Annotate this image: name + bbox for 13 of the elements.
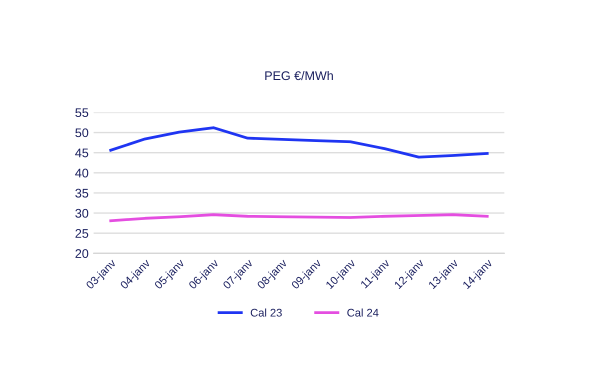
chart-title: PEG €/MWh xyxy=(265,70,333,80)
y-tick-label: 25 xyxy=(75,229,88,238)
y-tick-label: 40 xyxy=(75,168,88,178)
y-tick-label: 30 xyxy=(75,208,88,218)
y-tick-label: 50 xyxy=(75,128,88,138)
y-tick-label: 35 xyxy=(75,188,88,198)
line-series xyxy=(109,126,489,158)
line-series xyxy=(109,213,489,222)
y-tick-label: 20 xyxy=(75,249,88,258)
legend-label: Cal 23 xyxy=(250,308,282,317)
legend-label: Cal 24 xyxy=(347,308,379,317)
y-tick-label: 55 xyxy=(75,108,88,118)
y-tick-label: 45 xyxy=(75,148,88,158)
